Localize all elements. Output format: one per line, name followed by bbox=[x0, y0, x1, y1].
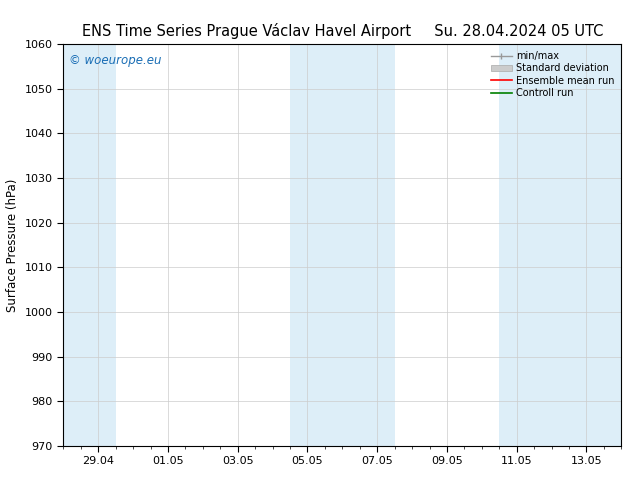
Text: © woeurope.eu: © woeurope.eu bbox=[69, 54, 162, 67]
Y-axis label: Surface Pressure (hPa): Surface Pressure (hPa) bbox=[6, 178, 19, 312]
Title: ENS Time Series Prague Václav Havel Airport     Su. 28.04.2024 05 UTC: ENS Time Series Prague Václav Havel Airp… bbox=[82, 23, 603, 39]
Bar bbox=[63, 44, 115, 446]
Bar bbox=[290, 44, 394, 446]
Legend: min/max, Standard deviation, Ensemble mean run, Controll run: min/max, Standard deviation, Ensemble me… bbox=[489, 49, 616, 100]
Bar bbox=[500, 44, 621, 446]
